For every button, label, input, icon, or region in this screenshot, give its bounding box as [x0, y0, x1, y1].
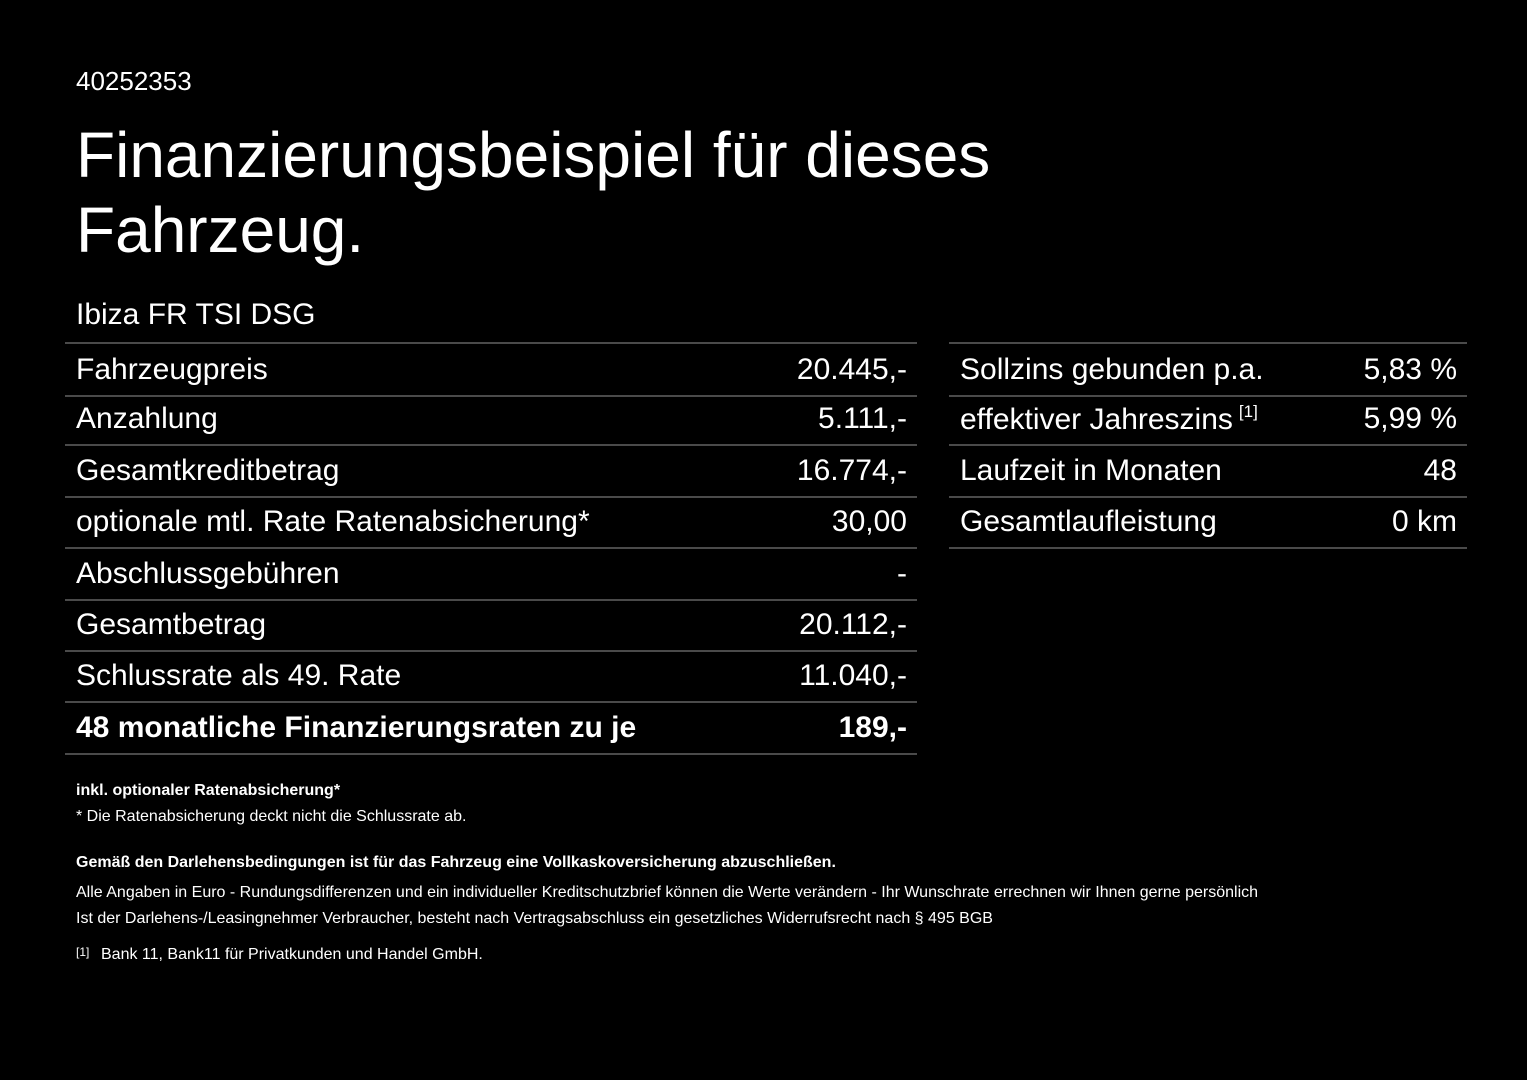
footnote: Bank 11, Bank11 für Privatkunden und Han… [101, 946, 483, 963]
row-label: Anzahlung [76, 402, 218, 436]
table-row: effektiver Jahreszins [1] 5,99 % [949, 393, 1467, 447]
row-label: Gesamtkreditbetrag [76, 454, 339, 488]
legal-bold: Gemäß den Darlehensbedingungen ist für d… [76, 854, 836, 871]
label-text: Abschlussgebühren [76, 556, 340, 590]
row-value: 5,83 % [1363, 353, 1457, 386]
legal: Alle Angaben in Euro - Rundungsdifferenz… [76, 884, 1259, 901]
row-label: Gesamtlaufleistung [960, 505, 1217, 539]
model: Ibiza FR TSI DSG [76, 298, 316, 331]
row-label: Sollzins gebunden p.a. [960, 353, 1264, 387]
table-row: Gesamtbetrag 20.112,- [65, 599, 917, 652]
row-value: 20.112,- [799, 608, 907, 641]
row-value: 5.111,- [818, 402, 907, 436]
label-text: Laufzeit in Monaten [960, 453, 1222, 487]
label-text: Gesamtlaufleistung [960, 505, 1217, 539]
row-value: 11.040,- [799, 659, 907, 693]
row-label: Fahrzeugpreis [76, 353, 268, 387]
row-label: effektiver Jahreszins [1] [960, 402, 1258, 437]
row-value: 48 [1423, 453, 1457, 487]
label-text: Sollzins gebunden p.a. [960, 353, 1264, 386]
table-row: Schlussrate als 49. Rate 11.040,- [65, 650, 917, 704]
row-value: 30,00 [831, 505, 907, 539]
label-text: Schlussrate als 49. Rate [76, 659, 402, 693]
label-text: 48 monatliche Finanzierungsraten zu je [76, 710, 637, 744]
row-value: 0 km [1391, 505, 1457, 539]
table-row: Gesamtlaufleistung 0 km [949, 496, 1467, 550]
label-text: Gesamtkreditbetrag [76, 453, 340, 487]
table-row: Abschlussgebühren - [65, 548, 917, 601]
table-row: Fahrzeugpreis 20.445,- [65, 342, 917, 397]
row-label: Laufzeit in Monaten [960, 454, 1222, 488]
footnote-marker: [1] [76, 945, 90, 959]
table-row: Anzahlung 5.111,- [65, 393, 917, 447]
label-text: Anzahlung [76, 402, 218, 436]
row-label: 48 monatliche Finanzierungsraten zu je [76, 711, 636, 745]
label-text: Fahrzeugpreis [76, 353, 268, 386]
row-value: 5,99 % [1363, 402, 1457, 436]
label-text: Gesamtbetrag [76, 608, 267, 641]
vehicle-id: 40252353 [76, 66, 192, 96]
table-row: Laufzeit in Monaten 48 [949, 445, 1467, 498]
note: * Die Ratenabsicherung deckt nicht die S… [76, 808, 467, 825]
row-value: - [897, 556, 907, 590]
row-label: Gesamtbetrag [76, 608, 266, 642]
label-text: effektiver Jahreszins [960, 403, 1233, 437]
table-row: optionale mtl. Rate Ratenabsicherung* 30,… [65, 496, 917, 550]
table-row: 48 monatliche Finanzierungsraten zu je 18… [65, 702, 917, 755]
note-bold: inkl. optionaler Ratenabsicherung* [76, 782, 341, 799]
row-label: optionale mtl. Rate Ratenabsicherung* [76, 505, 590, 539]
title: Finanzierungsbeispiel für dieses Fahrzeu… [76, 119, 991, 266]
row-value: 189,- [838, 710, 907, 744]
table-row: Sollzins gebunden p.a. 5,83 % [949, 342, 1467, 397]
row-value: 16.774,- [796, 453, 907, 487]
row-label: Schlussrate als 49. Rate [76, 659, 401, 693]
legal: Ist der Darlehens-/Leasingnehmer Verbrau… [76, 910, 993, 927]
superscript: [1] [1238, 402, 1258, 422]
row-label: Abschlussgebühren [76, 557, 340, 591]
label-text: optionale mtl. Rate Ratenabsicherung* [76, 505, 590, 539]
row-value: 20.445,- [796, 353, 907, 386]
table-row: Gesamtkreditbetrag 16.774,- [65, 445, 917, 498]
